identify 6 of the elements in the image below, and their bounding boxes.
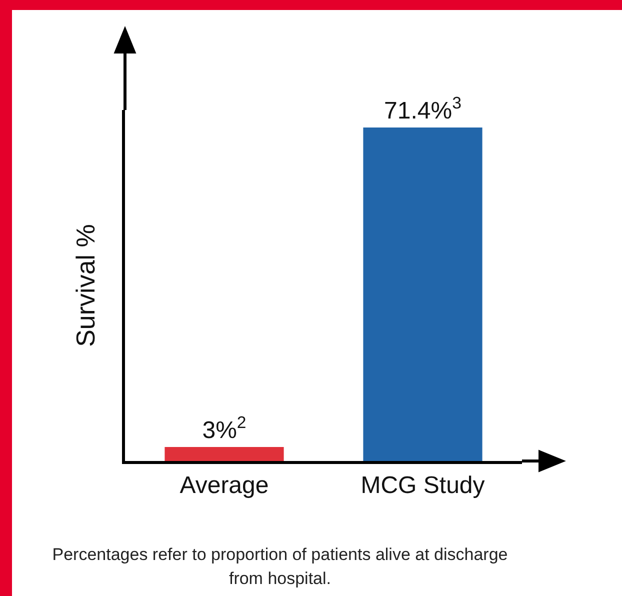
- data-label: 71.4%$^{3}$: [384, 93, 462, 125]
- x-tick-label: MCG Study: [360, 472, 485, 499]
- data-label: 3%$^{2}$: [202, 412, 246, 444]
- x-tick-label: Average: [180, 472, 269, 499]
- text: Percentages refer to proportion of patients alive at discharge from hospital.: [51, 544, 509, 590]
- y-axis-title: Survival %: [70, 224, 100, 347]
